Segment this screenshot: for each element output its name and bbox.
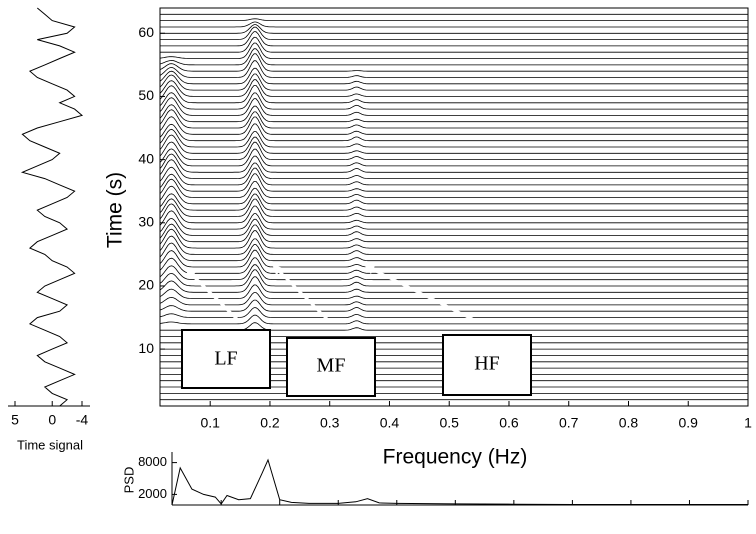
spectrum-row (160, 26, 748, 40)
x-tick-label: 0.7 (559, 415, 579, 431)
arrow (364, 264, 479, 324)
spectrum-row (160, 97, 748, 116)
spectrum-row (160, 18, 748, 21)
spectrum-row (160, 85, 748, 104)
spectrum-row (160, 24, 748, 34)
spectrum-row (160, 203, 748, 224)
spectrum-row (160, 242, 748, 262)
spectrum-row (160, 53, 748, 72)
spectrum-row (160, 21, 748, 28)
spectrum-row (160, 173, 748, 192)
spectrum-row (160, 269, 748, 287)
x-tick-label: 0 (48, 412, 56, 428)
x-tick-label: 0.3 (320, 415, 340, 431)
spectrum-row (160, 166, 748, 186)
spectrum-row (160, 92, 748, 110)
y-axis-label: Time (s) (104, 172, 127, 248)
waterfall-rows (160, 13, 748, 406)
spectrum-row (160, 104, 748, 123)
x-tick-label: 0.4 (380, 415, 400, 431)
spectrum-row (160, 116, 748, 135)
spectrum-row (160, 128, 748, 148)
spectrum-row (160, 148, 748, 167)
x-tick-label: 0.8 (619, 415, 639, 431)
psd-axis-label: PSD (121, 467, 136, 494)
y-tick-label: 2000 (138, 486, 167, 501)
spectrum-row (160, 223, 748, 243)
arrow (185, 268, 242, 324)
y-tick-label: 10 (138, 340, 154, 356)
x-tick-label: 0.2 (260, 415, 280, 431)
spectrum-row (160, 276, 748, 293)
spectrum-row (160, 141, 748, 160)
spectrum-row (160, 178, 748, 198)
band-label: HF (474, 353, 500, 375)
x-axis-label: Frequency (Hz) (383, 446, 528, 469)
band-box (442, 334, 532, 396)
x-tick-label: 1 (744, 415, 752, 431)
spectrum-row (160, 159, 748, 179)
band-label: LF (214, 348, 237, 370)
spectrum-row (160, 264, 748, 281)
spectrum-row (160, 217, 748, 236)
spectrum-row (160, 42, 748, 59)
y-tick-label: 50 (138, 87, 154, 103)
spectrum-row (160, 314, 748, 325)
x-tick-label: 5 (11, 412, 19, 428)
spectrum-row (160, 210, 748, 230)
y-tick-label: 8000 (138, 454, 167, 469)
x-tick-label: 0.5 (439, 415, 459, 431)
psd-line (171, 458, 748, 506)
spectrum-row (160, 60, 748, 78)
x-tick-label: 0.6 (499, 415, 519, 431)
x-tick-label: 0.9 (679, 415, 699, 431)
spectrum-row (160, 185, 748, 205)
spectrum-row (160, 48, 748, 66)
spectrum-row (160, 193, 748, 211)
x-tick-label: -4 (76, 412, 89, 428)
spectrum-row (160, 235, 748, 255)
spectrum-row (160, 123, 748, 142)
arrow (272, 264, 332, 324)
spectrum-row (160, 31, 748, 47)
band-box (286, 337, 376, 397)
spectrum-row (160, 198, 748, 217)
plot-frame (159, 7, 749, 407)
band-box (181, 329, 271, 389)
arrows (185, 264, 479, 324)
y-tick-label: 60 (138, 24, 154, 40)
signal-line (20, 7, 84, 407)
spectrum-row (160, 249, 748, 268)
y-tick-label: 40 (138, 150, 154, 166)
y-tick-label: 30 (138, 213, 154, 229)
spectrum-row (160, 109, 748, 129)
spectrum-row (160, 228, 748, 249)
spectrum-row (160, 257, 748, 274)
spectrum-row (160, 79, 748, 97)
spectrum-row (160, 73, 748, 91)
spectrum-row (160, 292, 748, 306)
spectrum-row (160, 36, 748, 53)
spectrum-row (160, 134, 748, 154)
spectrum-row (160, 153, 748, 173)
band-boxes: LF MF HF (181, 329, 532, 397)
spectrum-row (160, 284, 748, 299)
band-label: MF (317, 355, 346, 377)
signal-axis-label: Time signal (17, 437, 83, 452)
spectrum-row (160, 67, 748, 85)
x-tick-label: 0.1 (200, 415, 220, 431)
spectrum-row (160, 307, 748, 318)
spectrum-row (160, 322, 748, 331)
y-tick-label: 20 (138, 277, 154, 293)
